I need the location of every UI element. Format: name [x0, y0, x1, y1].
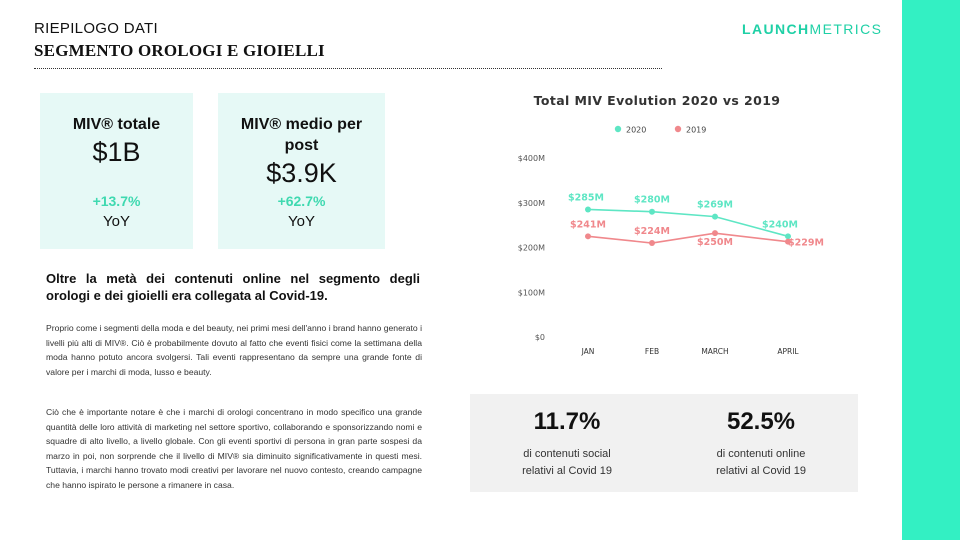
y-tick-label: $100M — [518, 288, 545, 297]
covid-stats-box: 11.7% di contenuti social relativi al Co… — [470, 394, 858, 492]
kpi-label: MIV® totale — [72, 116, 161, 133]
y-tick-label: $400M — [518, 154, 545, 163]
data-label-2019: $229M — [788, 238, 824, 249]
x-tick-label: JAN — [581, 347, 595, 356]
stat-caption-line: di contenuti online — [716, 448, 806, 460]
kpi-card-total-miv: MIV® totale $1B +13.7% YoY — [40, 93, 193, 249]
title-divider — [34, 68, 662, 69]
y-tick-label: $0 — [535, 333, 545, 342]
series-line-2020 — [587, 208, 789, 238]
stat-value: 11.7% — [533, 408, 601, 435]
chart-title: Total MIV Evolution 2020 vs 2019 — [534, 93, 781, 108]
data-point-2019 — [585, 233, 591, 240]
kpi-period: YoY — [103, 213, 130, 230]
legend-label-2019: 2019 — [686, 126, 706, 135]
lead-paragraph: Oltre la metà dei contenuti online nel s… — [46, 271, 420, 303]
x-tick-label: APRIL — [777, 347, 799, 356]
legend-label-2020: 2020 — [626, 126, 646, 135]
kpi-delta: +62.7% — [277, 193, 326, 209]
accent-side-stripe — [902, 0, 960, 540]
data-point-2019 — [785, 238, 791, 245]
series-line-2019 — [587, 232, 789, 244]
data-label-2020: $285M — [568, 192, 604, 203]
y-tick-label: $200M — [518, 244, 545, 253]
data-point-2020 — [649, 208, 655, 215]
data-label-2020: $269M — [697, 200, 733, 211]
chart-svg: Total MIV Evolution 2020 vs 2019 2020 2019… — [518, 93, 824, 356]
launchmetrics-logo: LAUNCHMETRICS — [742, 21, 883, 37]
y-tick-label: $300M — [518, 199, 545, 208]
stat-caption: di contenuti social relativi al Covid 19 — [470, 446, 664, 480]
section-label: RIEPILOGO DATI — [34, 20, 158, 37]
data-label-2020: $240M — [762, 219, 798, 230]
data-label-2019: $224M — [634, 226, 670, 237]
kpi-card-average-miv: MIV® medio per post $3.9K +62.7% YoY — [218, 93, 385, 249]
data-point-2019 — [712, 230, 718, 237]
data-point-2020 — [785, 233, 791, 240]
x-tick-label: MARCH — [701, 347, 728, 356]
kpi-period: YoY — [288, 213, 315, 230]
stat-caption: di contenuti online relativi al Covid 19 — [664, 446, 858, 480]
page-title: SEGMENTO OROLOGI E GIOIELLI — [34, 41, 325, 60]
stat-value: 52.5% — [726, 408, 796, 435]
legend-marker-2019 — [674, 125, 682, 133]
kpi-label: MIV® medio per post — [240, 116, 363, 154]
data-point-2020 — [585, 206, 591, 213]
data-point-2019 — [649, 240, 655, 247]
legend-marker-2020 — [614, 125, 622, 133]
data-label-2019: $241M — [570, 219, 606, 230]
kpi-value: $1B — [92, 137, 141, 167]
data-label-2019: $250M — [697, 237, 733, 248]
miv-evolution-chart: Total MIV Evolution 2020 vs 2019 2020 2019… — [500, 86, 880, 366]
x-tick-label: FEB — [645, 347, 659, 356]
stat-caption-line: di contenuti social — [523, 448, 611, 460]
data-label-2020: $280M — [634, 195, 670, 206]
data-point-2020 — [712, 213, 718, 220]
kpi-delta: +13.7% — [92, 193, 141, 209]
body-paragraph-2: Ciò che è importante notare è che i marc… — [46, 407, 422, 490]
kpi-value: $3.9K — [266, 158, 337, 188]
stat-caption-line: relativi al Covid 19 — [522, 465, 612, 477]
stat-caption-line: relativi al Covid 19 — [716, 465, 806, 477]
body-paragraph-1: Proprio come i segmenti della moda e del… — [46, 323, 422, 377]
